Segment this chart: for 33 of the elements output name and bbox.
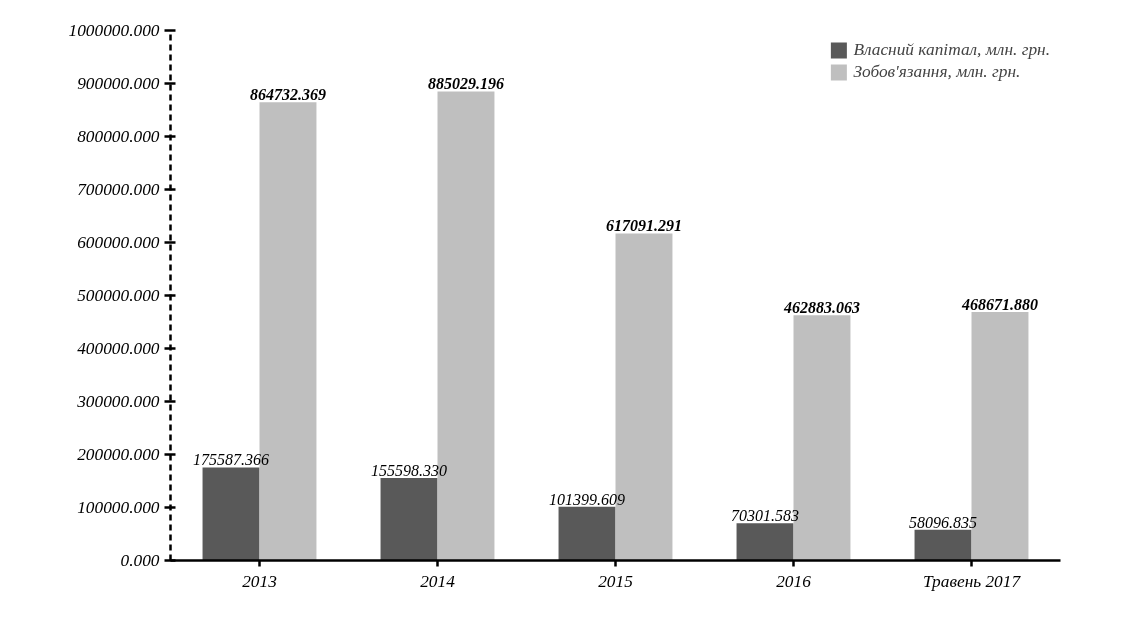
bar bbox=[558, 506, 616, 561]
x-tick-label: 2016 bbox=[776, 571, 812, 591]
data-label: 864732.369 bbox=[249, 86, 326, 104]
y-tick-label: 900000.000 bbox=[77, 74, 160, 93]
y-tick-label: 800000.000 bbox=[77, 127, 160, 146]
data-label: 617091.291 bbox=[605, 217, 682, 235]
y-tick-label: 1000000.000 bbox=[68, 21, 160, 40]
y-tick-label: 600000.000 bbox=[77, 233, 160, 252]
bar bbox=[202, 467, 260, 561]
y-tick-label: 0.000 bbox=[120, 551, 160, 570]
data-label: 462883.063 bbox=[782, 299, 860, 317]
legend-label: Власний капітал, млн. грн. bbox=[853, 40, 1050, 60]
bar bbox=[380, 478, 438, 561]
y-tick-label: 100000.000 bbox=[77, 498, 160, 517]
y-tick-label: 200000.000 bbox=[77, 445, 160, 464]
data-label: 101399.609 bbox=[549, 490, 626, 508]
y-tick-label: 700000.000 bbox=[77, 180, 160, 199]
data-label: 155598.330 bbox=[371, 462, 448, 480]
bar bbox=[914, 529, 972, 561]
bar bbox=[736, 523, 794, 561]
data-label: 175587.366 bbox=[193, 451, 270, 469]
data-label: 885029.196 bbox=[427, 75, 504, 93]
y-tick-label: 300000.000 bbox=[76, 392, 160, 411]
x-tick-label: Травень 2017 bbox=[922, 571, 1022, 591]
data-label: 58096.835 bbox=[909, 513, 978, 531]
y-tick-label: 500000.000 bbox=[77, 286, 160, 305]
x-tick-label: 2014 bbox=[420, 571, 456, 591]
y-tick-label: 400000.000 bbox=[77, 339, 160, 358]
data-label: 468671.880 bbox=[960, 296, 1038, 314]
legend-label: Зобов'язання, млн. грн. bbox=[853, 62, 1021, 82]
x-tick-label: 2013 bbox=[242, 571, 278, 591]
data-label: 70301.583 bbox=[731, 507, 800, 525]
x-tick-label: 2015 bbox=[598, 571, 634, 591]
